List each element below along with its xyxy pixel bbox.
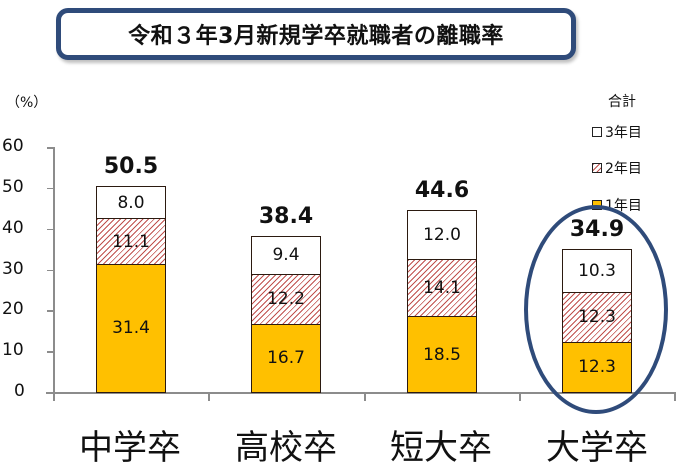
y-tick-label: 50 — [2, 176, 24, 197]
legend-swatch-hatched-icon — [592, 163, 602, 173]
bar-segment-3年目: 9.4 — [251, 235, 321, 275]
highlight-ellipse — [524, 205, 668, 414]
x-tick-mark — [53, 392, 55, 401]
category-label: 短大卒 — [390, 428, 492, 468]
category-label: 高校卒 — [235, 428, 337, 468]
chart-title: 令和３年3月新規学卒就職者の離職率 — [128, 24, 504, 49]
bar-value-label: 31.4 — [112, 318, 150, 339]
y-tick-mark — [47, 310, 54, 312]
x-tick-mark — [208, 392, 210, 401]
y-tick-mark — [47, 228, 54, 231]
y-tick-label: 30 — [2, 258, 24, 279]
bar-value-label: 12.2 — [267, 289, 305, 310]
y-tick-label: 10 — [2, 340, 24, 361]
bar-segment-2年目: 14.1 — [407, 258, 477, 318]
y-tick-mark — [47, 187, 54, 190]
category-label: 大学卒 — [546, 428, 648, 468]
y-tick-label: 40 — [2, 217, 24, 238]
bar-segment-3年目: 8.0 — [96, 185, 166, 220]
bar-value-label: 9.4 — [272, 245, 300, 266]
y-tick-label: 20 — [2, 299, 24, 320]
y-tick-mark — [47, 351, 54, 353]
y-tick-mark — [47, 269, 54, 271]
x-tick-mark — [519, 392, 521, 401]
legend-title: 合計 — [608, 94, 636, 110]
bar-segment-2年目: 12.2 — [251, 273, 321, 325]
legend-label: 2年目 — [605, 161, 642, 177]
y-axis-line — [53, 147, 55, 397]
y-tick-label: 0 — [14, 381, 25, 401]
bar-segment-2年目: 11.1 — [96, 218, 166, 265]
legend-swatch-white-icon — [592, 127, 602, 137]
x-tick-mark — [674, 392, 676, 401]
chart-title-box: 令和３年3月新規学卒就職者の離職率 — [56, 8, 576, 60]
y-axis-unit: （%） — [6, 95, 48, 111]
legend-item-year3: 3年目 — [592, 122, 642, 142]
bar-segment-1年目: 31.4 — [96, 263, 166, 393]
x-axis-line — [46, 392, 676, 394]
bar-segment-3年目: 12.0 — [407, 209, 477, 260]
legend-label: 3年目 — [605, 125, 642, 141]
bar-value-label: 12.0 — [423, 224, 461, 245]
bar-value-label: 11.1 — [112, 231, 150, 252]
legend-item-year2: 2年目 — [592, 158, 642, 178]
bar-value-label: 18.5 — [423, 344, 461, 365]
bar-total-label: 44.6 — [414, 177, 470, 203]
category-label: 中学卒 — [79, 428, 181, 468]
bar-total-label: 50.5 — [103, 153, 159, 179]
bar-segment-1年目: 16.7 — [251, 323, 321, 393]
bar-value-label: 8.0 — [117, 192, 145, 213]
x-tick-mark — [364, 392, 366, 401]
bar-total-label: 38.4 — [258, 203, 314, 229]
bar-value-label: 16.7 — [267, 348, 305, 369]
bar-value-label: 14.1 — [423, 278, 461, 299]
y-tick-label: 60 — [2, 136, 24, 156]
y-tick-mark — [47, 147, 54, 149]
bar-segment-1年目: 18.5 — [407, 316, 477, 393]
